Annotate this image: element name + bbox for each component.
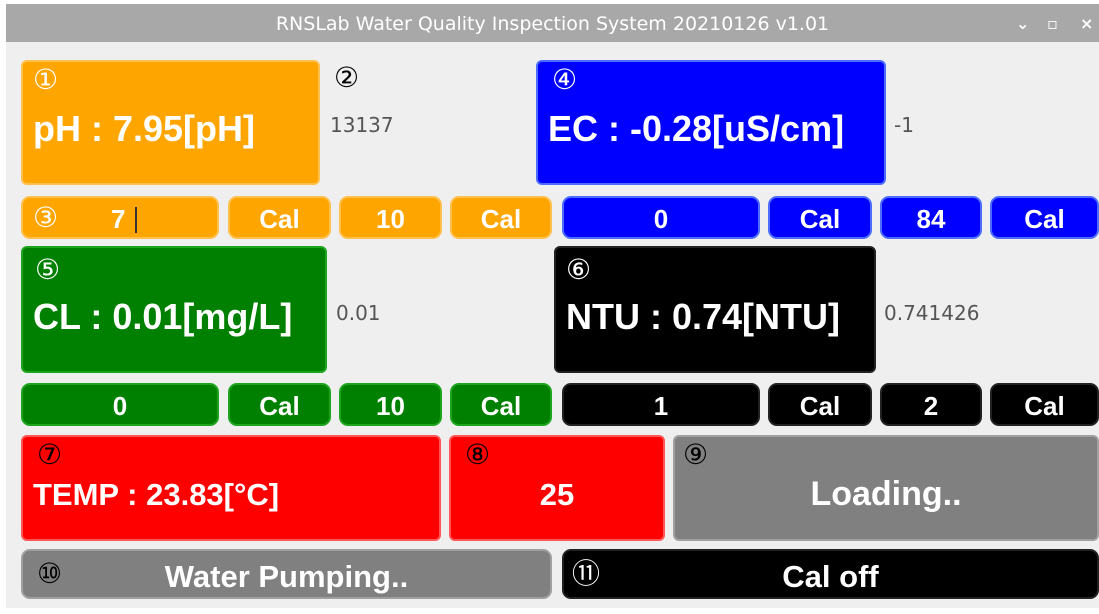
cl-panel: ⑤ CL : 0.01[mg/L] xyxy=(21,246,327,373)
cal-off-button[interactable]: ⑪ Cal off xyxy=(562,549,1099,599)
ph-point2-input[interactable]: 10 xyxy=(339,196,442,239)
marker-6: ⑥ xyxy=(566,253,592,286)
loading-status-button[interactable]: ⑨ Loading.. xyxy=(673,435,1099,541)
ph-point1-value: 7 xyxy=(111,204,126,234)
ec-cal2-button[interactable]: Cal xyxy=(990,196,1099,239)
marker-1: ① xyxy=(33,63,59,96)
temp-setpoint-button[interactable]: ⑧ 25 xyxy=(449,435,665,541)
ph-point1-input[interactable]: ③ 7 xyxy=(21,196,219,239)
text-cursor xyxy=(135,207,137,233)
app-window: RNSLab Water Quality Inspection System 2… xyxy=(6,4,1099,608)
cl-point1-input[interactable]: 0 xyxy=(21,383,219,426)
cal-off-label: Cal off xyxy=(782,559,879,594)
cl-value-label: CL : 0.01[mg/L] xyxy=(33,296,293,337)
ec-point2-input[interactable]: 84 xyxy=(880,196,982,239)
marker-10: ⑩ xyxy=(37,557,63,590)
marker-4: ④ xyxy=(552,63,578,96)
ph-panel: ① pH : 7.95[pH] xyxy=(21,60,320,185)
marker-2: ② xyxy=(334,61,360,94)
ntu-point2-input[interactable]: 2 xyxy=(880,383,982,426)
temp-panel: ⑦ TEMP : 23.83[°C] xyxy=(21,435,441,541)
ntu-value-label: NTU : 0.74[NTU] xyxy=(566,296,841,337)
marker-8: ⑧ xyxy=(465,438,491,471)
close-icon[interactable]: × xyxy=(1080,14,1094,33)
cl-raw-value: 0.01 xyxy=(336,301,381,325)
cl-cal1-button[interactable]: Cal xyxy=(228,383,331,426)
marker-3: ③ xyxy=(33,201,59,234)
cl-cal2-button[interactable]: Cal xyxy=(450,383,552,426)
ec-panel: ④ EC : -0.28[uS/cm] xyxy=(536,60,886,185)
ntu-panel: ⑥ NTU : 0.74[NTU] xyxy=(554,246,876,373)
temp-setpoint-value: 25 xyxy=(539,477,575,512)
ec-value-label: EC : -0.28[uS/cm] xyxy=(548,108,845,149)
ec-point1-input[interactable]: 0 xyxy=(562,196,760,239)
marker-9: ⑨ xyxy=(683,438,709,471)
marker-7: ⑦ xyxy=(37,438,63,471)
water-pumping-label: Water Pumping.. xyxy=(164,559,409,594)
ec-cal1-button[interactable]: Cal xyxy=(768,196,872,239)
minimize-icon[interactable]: ⌄ xyxy=(1016,14,1030,33)
ph-raw-value: 13137 xyxy=(330,113,394,137)
ntu-cal1-button[interactable]: Cal xyxy=(768,383,872,426)
ntu-raw-value: 0.741426 xyxy=(884,301,980,325)
maximize-icon[interactable]: ▫ xyxy=(1047,14,1058,33)
water-pumping-button[interactable]: ⑩ Water Pumping.. xyxy=(21,549,552,599)
cl-point2-input[interactable]: 10 xyxy=(339,383,442,426)
ntu-cal2-button[interactable]: Cal xyxy=(990,383,1099,426)
window-title: RNSLab Water Quality Inspection System 2… xyxy=(275,13,830,35)
ph-cal2-button[interactable]: Cal xyxy=(450,196,552,239)
ph-value-label: pH : 7.95[pH] xyxy=(33,108,256,149)
ec-raw-value: -1 xyxy=(894,113,914,137)
marker-11: ⑪ xyxy=(572,557,601,590)
loading-status-label: Loading.. xyxy=(810,475,962,513)
ph-cal1-button[interactable]: Cal xyxy=(228,196,331,239)
ntu-point1-input[interactable]: 1 xyxy=(562,383,760,426)
marker-5: ⑤ xyxy=(35,253,61,286)
title-bar: RNSLab Water Quality Inspection System 2… xyxy=(6,4,1099,42)
temp-value-label: TEMP : 23.83[°C] xyxy=(33,477,280,512)
